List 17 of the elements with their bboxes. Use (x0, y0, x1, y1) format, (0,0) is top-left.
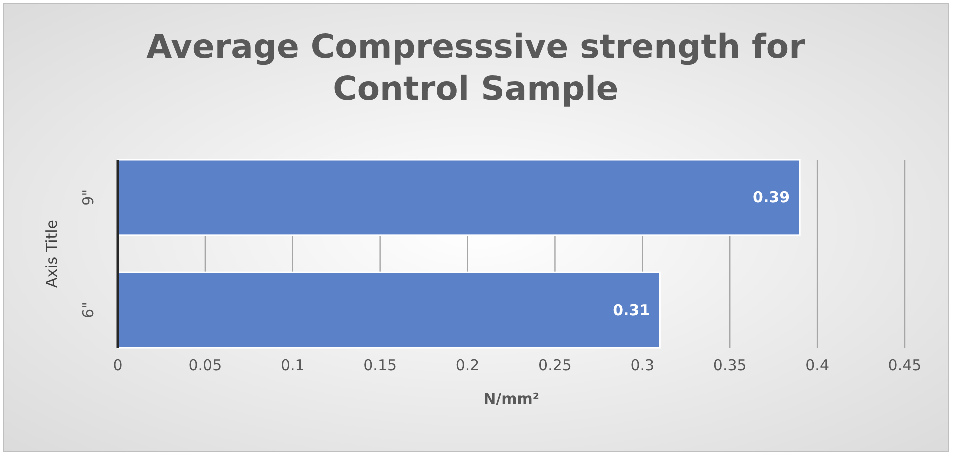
y-tick-label: 6" (79, 302, 98, 319)
x-tick-label: 0.05 (188, 356, 222, 375)
data-label: 0.31 (613, 301, 650, 320)
x-tick-label: 0.3 (630, 356, 655, 375)
chart-title: Average Compresssive strength for Control Sample (146, 27, 806, 108)
x-tick-label: 0 (113, 356, 123, 375)
y-tick-label: 9" (79, 189, 98, 206)
x-tick-label: 0.4 (806, 356, 830, 375)
x-tick-label: 0.1 (280, 356, 305, 375)
x-tick-label: 0.45 (888, 356, 922, 375)
x-axis-title: N/mm² (484, 390, 540, 408)
x-tick-label: 0.2 (456, 356, 480, 375)
data-label: 0.39 (753, 188, 790, 207)
x-tick-label: 0.35 (713, 356, 747, 375)
x-tick-label: 0.15 (364, 356, 398, 375)
x-tick-label: 0.25 (538, 356, 572, 375)
y-axis-title: Axis Title (43, 220, 61, 288)
